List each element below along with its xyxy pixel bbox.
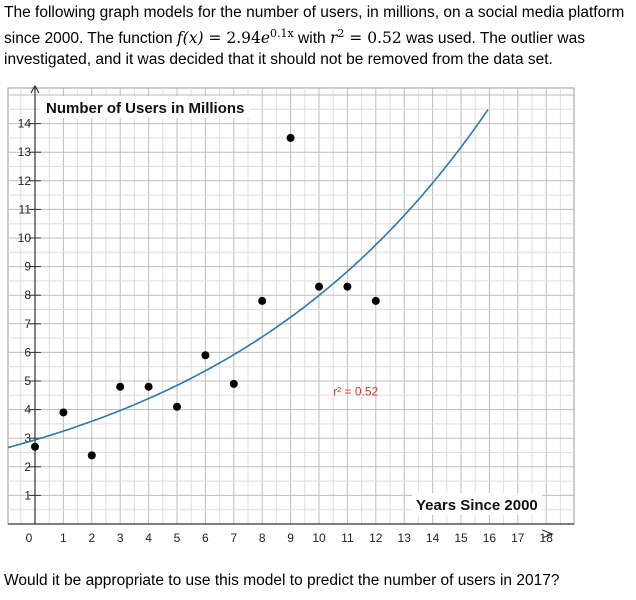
x-tick-label: 0 — [26, 531, 33, 545]
chart-axes — [8, 84, 574, 539]
chart-grid — [7, 87, 575, 525]
y-tick-label: 6 — [24, 345, 31, 359]
x-tick-label: 12 — [369, 531, 383, 545]
y-tick-label: 7 — [24, 317, 31, 331]
problem-line-3: investigated, and it was decided that it… — [4, 51, 553, 69]
chart-title: Number of Users in Millions — [46, 100, 244, 117]
function-coefficient: 2.94 — [226, 29, 261, 48]
data-point — [258, 296, 267, 305]
data-point — [59, 408, 68, 417]
problem-line-1: The following graph models for the numbe… — [4, 4, 625, 21]
x-tick-label: 18 — [540, 531, 554, 545]
x-tick-label: 3 — [117, 531, 124, 545]
data-point — [144, 382, 153, 391]
data-point — [31, 442, 39, 451]
y-tick-label: 4 — [24, 403, 31, 417]
x-tick-label: 7 — [230, 531, 237, 545]
x-tick-label: 5 — [174, 531, 181, 545]
x-tick-label: 2 — [88, 531, 95, 545]
x-tick-label: 11 — [341, 531, 354, 545]
x-axis-arrow — [541, 529, 554, 539]
data-point — [343, 282, 352, 291]
title-backdrop — [40, 96, 250, 118]
data-point — [116, 382, 125, 391]
y-tick-label: 10 — [18, 231, 32, 245]
r-squared-value: 0.52 — [367, 29, 402, 48]
x-tick-label: 10 — [312, 531, 326, 545]
y-tick-label: 13 — [18, 145, 32, 159]
x-tick-label: 1 — [60, 531, 67, 545]
y-tick-label: 12 — [18, 174, 32, 188]
x-tick-label: 17 — [511, 531, 525, 545]
x-tick-label: 4 — [145, 531, 152, 545]
data-point — [315, 282, 323, 291]
x-tick-label: 13 — [398, 531, 412, 545]
data-point — [229, 379, 238, 388]
function-name: f(x) — [176, 29, 204, 48]
y-axis-arrow — [30, 84, 40, 94]
y-tick-label: 1 — [24, 488, 31, 502]
x-tick-label: 15 — [454, 531, 468, 545]
data-point — [201, 351, 210, 360]
x-tick-label: 9 — [287, 531, 294, 545]
x-tick-label: 16 — [483, 531, 497, 545]
data-point — [87, 451, 96, 460]
function-exponent: 0.1x — [270, 27, 294, 40]
xlabel-backdrop — [412, 493, 542, 515]
x-tick-label: 6 — [202, 531, 209, 545]
data-point — [173, 402, 181, 411]
y-tick-label: 8 — [24, 288, 31, 302]
x-tick-label: 8 — [259, 531, 266, 545]
problem-line-2: since 2000. The function f(x) = 2.94e0.1… — [4, 27, 585, 48]
x-tick-labels: 0 1 2 3 4 5 6 7 8 9 10 11 12 13 14 15 16 17 18 — [26, 531, 554, 545]
y-tick-label: 5 — [24, 374, 31, 388]
y-tick-label: 9 — [24, 260, 31, 274]
r-squared-annotation: r² = 0.52 — [333, 384, 378, 398]
model-curve — [7, 109, 489, 449]
problem-text: The following graph models for the numbe… — [4, 2, 632, 70]
question-text: Would it be appropriate to use this mode… — [4, 572, 560, 589]
y-tick-label: 11 — [19, 202, 32, 216]
data-points — [31, 133, 380, 460]
y-tick-label: 3 — [24, 431, 31, 445]
y-tick-label: 14 — [18, 117, 32, 131]
x-axis-label: Years Since 2000 — [416, 497, 538, 514]
data-point — [371, 296, 380, 305]
x-tick-label: 14 — [426, 531, 440, 545]
data-point — [286, 133, 295, 142]
y-tick-label: 2 — [24, 460, 31, 474]
